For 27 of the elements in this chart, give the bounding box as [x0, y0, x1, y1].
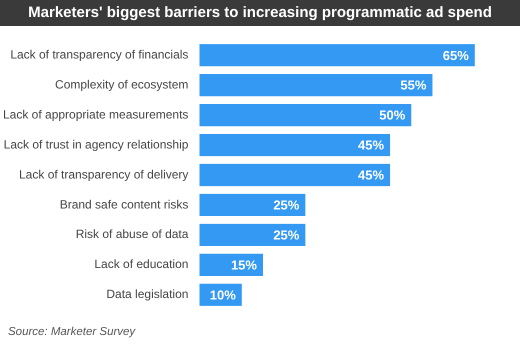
y-tick-label: Lack of education: [94, 257, 188, 272]
data-label: 15%: [230, 257, 258, 272]
y-tick-label: Brand safe content risks: [60, 197, 188, 212]
bar: [199, 194, 306, 216]
data-label: 55%: [400, 78, 427, 93]
data-label: 50%: [379, 108, 406, 123]
bar: [199, 44, 475, 66]
data-label: 25%: [273, 227, 300, 242]
y-tick-label: Risk of abuse of data: [76, 227, 189, 242]
data-label: 10%: [210, 287, 236, 302]
bar: [199, 134, 390, 156]
y-tick-label: Data legislation: [106, 287, 188, 302]
data-label: 65%: [442, 48, 470, 63]
bar: [199, 164, 390, 186]
bar: [199, 104, 412, 126]
y-tick-label: Lack of trust in agency relationship: [4, 137, 189, 152]
y-tick-label: Lack of transparency of financials: [10, 47, 188, 62]
data-label: 25%: [273, 198, 300, 213]
bar: [199, 74, 432, 96]
data-label: 45%: [358, 168, 385, 183]
chart-title: Marketers' biggest barriers to increasing programmatic ad spend: [0, 0, 520, 26]
y-tick-label: Lack of appropriate measurements: [2, 107, 188, 122]
y-tick-label: Lack of transparency of delivery: [19, 167, 188, 182]
bar: [199, 224, 306, 246]
y-tick-label: Complexity of ecosystem: [55, 77, 188, 92]
data-label: 45%: [358, 138, 385, 153]
source-note: Source: Marketer Survey: [8, 326, 136, 338]
